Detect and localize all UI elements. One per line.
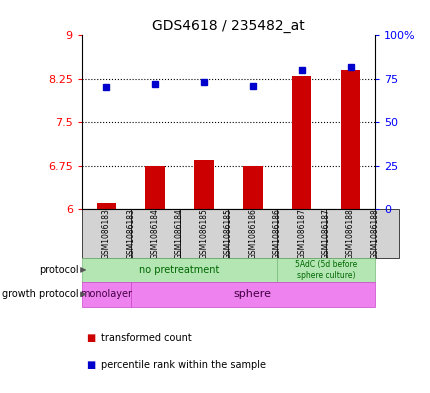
Bar: [145, 165, 165, 209]
Text: 5AdC (5d before
sphere culture): 5AdC (5d before sphere culture): [294, 260, 356, 280]
Bar: [340, 70, 359, 209]
Bar: [130, 209, 179, 258]
Text: GSM1086187: GSM1086187: [297, 208, 305, 259]
Text: sphere: sphere: [233, 289, 271, 299]
Bar: [82, 282, 130, 307]
Text: GSM1086183: GSM1086183: [126, 208, 135, 259]
Text: no pretreatment: no pretreatment: [139, 265, 219, 275]
Bar: [301, 209, 350, 258]
Text: GSM1086188: GSM1086188: [370, 208, 378, 259]
Text: GSM1086186: GSM1086186: [248, 208, 257, 259]
Text: GSM1086183: GSM1086183: [101, 208, 111, 259]
Bar: [96, 203, 116, 209]
Text: transformed count: transformed count: [101, 333, 192, 343]
Text: protocol: protocol: [39, 265, 79, 275]
Bar: [130, 282, 374, 307]
Bar: [179, 209, 228, 258]
Text: GSM1086185: GSM1086185: [224, 208, 232, 259]
Text: percentile rank within the sample: percentile rank within the sample: [101, 360, 266, 371]
Text: GSM1086185: GSM1086185: [199, 208, 208, 259]
Text: monolayer: monolayer: [80, 289, 132, 299]
Text: ■: ■: [86, 360, 95, 371]
Text: GSM1086186: GSM1086186: [272, 208, 281, 259]
Text: growth protocol: growth protocol: [2, 289, 79, 299]
Bar: [243, 165, 262, 209]
Bar: [276, 258, 374, 282]
Text: GSM1086187: GSM1086187: [321, 208, 330, 259]
Text: GSM1086184: GSM1086184: [175, 208, 184, 259]
Bar: [106, 209, 155, 258]
Bar: [82, 209, 130, 258]
Bar: [276, 209, 326, 258]
Text: ■: ■: [86, 333, 95, 343]
Bar: [155, 209, 203, 258]
Bar: [252, 209, 301, 258]
Bar: [228, 209, 276, 258]
Bar: [82, 258, 276, 282]
Text: GSM1086184: GSM1086184: [150, 208, 159, 259]
Bar: [203, 209, 252, 258]
Title: GDS4618 / 235482_at: GDS4618 / 235482_at: [152, 19, 304, 33]
Bar: [326, 209, 374, 258]
Bar: [350, 209, 399, 258]
Bar: [194, 160, 213, 209]
Bar: [291, 76, 311, 209]
Text: GSM1086188: GSM1086188: [345, 208, 354, 259]
